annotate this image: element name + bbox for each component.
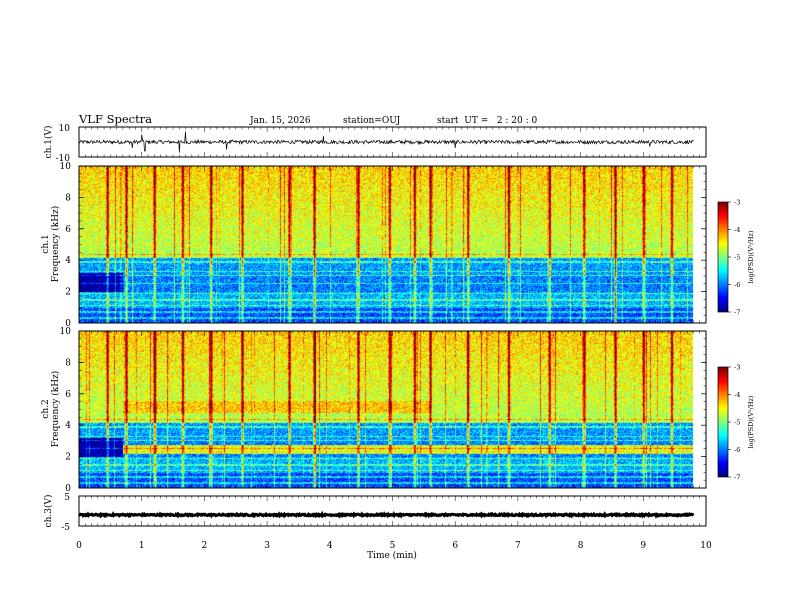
- time-tick-label: 0: [76, 541, 82, 551]
- freq-tick-label: 6: [65, 225, 71, 235]
- ch3-ytick-bottom: -5: [61, 523, 70, 533]
- ch2-colorbar: -3 -4 -5 -6 -7 log(PSD)(V²/Hz): [717, 364, 755, 482]
- ch2-colorbar-ticks: -3 -4 -5 -6 -7: [728, 364, 740, 482]
- freq-tick-label: 8: [65, 358, 71, 368]
- ch2-spec-ylabel-freq: Frequency (kHz): [50, 371, 61, 448]
- figure-title: VLF Spectra: [78, 112, 152, 126]
- ch1-spectrogram-panel: 0 2 4 6 8 10 ch.1 Frequency (kHz): [41, 162, 707, 329]
- freq-tick-label: 8: [65, 193, 71, 203]
- colorbar-tick-label: -4: [734, 391, 740, 399]
- ch1-ytick-top: 10: [59, 124, 71, 134]
- date-label: Jan. 15, 2026: [249, 116, 311, 126]
- ch1-ytick-bottom: -10: [56, 154, 71, 164]
- freq-tick-label: 2: [65, 453, 71, 463]
- ch3-waveform-trace: [78, 510, 695, 519]
- time-tick-label: 2: [202, 541, 208, 551]
- colorbar-tick-label: -7: [734, 309, 740, 317]
- station-label: station=OUJ: [343, 116, 401, 126]
- colorbar-tick-label: -3: [734, 199, 740, 207]
- ch1-ylabel: ch.1(V): [43, 126, 54, 159]
- time-tick-label: 5: [390, 541, 396, 551]
- colorbar-tick-label: -5: [734, 254, 740, 262]
- time-tick-label: 1: [139, 541, 145, 551]
- ch1-freq-ticks: 0 2 4 6 8 10: [60, 162, 706, 329]
- freq-tick-label: 4: [65, 256, 71, 266]
- ch1-colorbar: -3 -4 -5 -6 -7 log(PSD)(V²/Hz): [717, 199, 755, 317]
- ch3-ylabel: ch.3(V): [43, 495, 54, 528]
- ch2-colorbar-label: log(PSD)(V²/Hz): [747, 395, 755, 448]
- ch1-spectrogram-image: [79, 166, 706, 323]
- ch3-ytick-top: 5: [64, 493, 70, 503]
- time-tick-label: 7: [515, 541, 521, 551]
- time-tick-label: 10: [700, 541, 712, 551]
- ch2-spectrogram-image: [79, 331, 706, 488]
- colorbar-tick-label: -7: [734, 474, 740, 482]
- ch1-waveform-panel: 10 -10 ch.1(V): [43, 124, 707, 164]
- freq-tick-label: 0: [65, 319, 71, 329]
- freq-tick-label: 10: [60, 162, 72, 172]
- ch2-spectrogram-panel: 0 2 4 6 8 10 ch.2 Frequency (kHz): [41, 327, 707, 494]
- time-tick-label: 3: [264, 541, 270, 551]
- ch1-waveform-trace: [78, 131, 694, 153]
- time-tick-label: 4: [327, 541, 333, 551]
- freq-tick-label: 10: [60, 327, 72, 337]
- time-tick-label: 9: [640, 541, 646, 551]
- ch1-colorbar-ticks: -3 -4 -5 -6 -7: [728, 199, 740, 317]
- ch1-spec-ylabel-ch: ch.1: [41, 234, 51, 253]
- time-tick-label: 8: [578, 541, 584, 551]
- ch3-waveform-panel: 5 -5 ch.3(V): [43, 493, 707, 533]
- freq-tick-label: 2: [65, 288, 71, 298]
- time-axis-labels: 0 1 2 3 4 5 6 7 8 9 10: [76, 541, 712, 551]
- colorbar-tick-label: -4: [734, 226, 740, 234]
- freq-tick-label: 4: [65, 421, 71, 431]
- colorbar-tick-label: -6: [734, 281, 740, 289]
- ch2-freq-ticks: 0 2 4 6 8 10: [60, 327, 706, 494]
- freq-tick-label: 6: [65, 390, 71, 400]
- time-axis-ticks: [78, 127, 707, 526]
- ch1-spec-ylabel-freq: Frequency (kHz): [50, 206, 61, 283]
- x-axis-label: Time (min): [367, 550, 417, 561]
- freq-tick-label: 0: [65, 484, 71, 494]
- colorbar-tick-label: -6: [734, 446, 740, 454]
- colorbar-tick-label: -5: [734, 419, 740, 427]
- time-tick-label: 6: [452, 541, 458, 551]
- ch2-spec-ylabel-ch: ch.2: [41, 399, 51, 418]
- start-time-label: start UT = 2 : 20 : 0: [437, 116, 538, 126]
- colorbar-tick-label: -3: [734, 364, 740, 372]
- ch1-colorbar-label: log(PSD)(V²/Hz): [747, 230, 755, 283]
